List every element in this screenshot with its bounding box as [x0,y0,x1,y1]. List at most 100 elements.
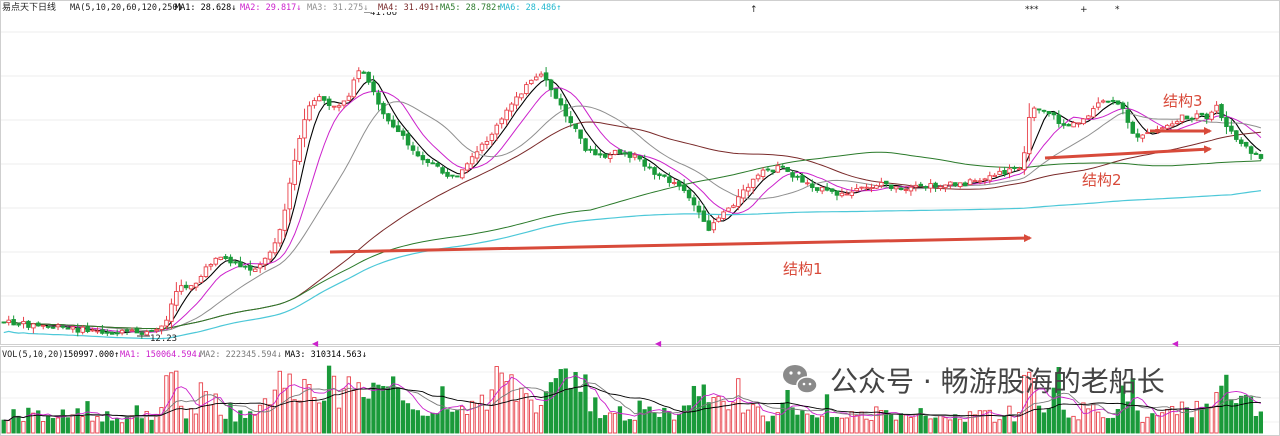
volume-bar [1026,371,1032,434]
candle-body [741,189,746,199]
candle-body [548,79,554,91]
volume-bar [775,412,780,434]
candle-body [100,329,105,334]
candle-body [923,186,928,188]
volume-bar [745,409,751,434]
volume-bar [1145,416,1150,434]
volume-bar [119,422,125,434]
candle-body [213,257,219,265]
volume-bar [731,402,736,434]
candle-body [874,185,879,189]
volume-bar [169,372,174,434]
candle-body [1145,132,1150,135]
volume-bar [681,405,687,434]
volume-bar [637,400,642,434]
candle-body [972,180,978,183]
volume-bar [849,411,854,434]
candle-body [50,326,56,329]
candle-body [386,113,391,122]
candle-body [410,145,416,151]
candle-body [913,184,919,188]
candle-body [839,192,845,197]
candle-body [1184,115,1190,120]
candle-body [622,152,628,155]
candle-body [238,261,243,268]
volume-bar [85,401,90,434]
ma-header: MA(5,10,20,60,120,250) [70,3,183,13]
candle-body [55,324,61,328]
volume-bar [721,400,726,434]
candle-body [183,284,189,289]
volume-bar [1189,417,1194,434]
candle-body [252,268,258,272]
candle-body [119,329,125,334]
candle-body [1140,134,1145,139]
candle-body [849,191,855,196]
volume-bar [366,398,371,434]
volume-bar [174,370,179,434]
volume-bar [834,416,840,434]
volume-bar [1007,405,1012,434]
candle-body [1100,100,1106,103]
candle-body [75,327,80,333]
volume-bar [376,384,381,434]
candle-body [790,172,795,178]
svg-text:◀: ◀ [1172,339,1179,348]
candle-body [277,229,283,244]
volume-bar [977,410,982,434]
candle-body [1051,112,1057,116]
volume-bar [795,414,800,434]
volume-bar [386,386,391,434]
candle-body [1115,100,1121,105]
volume-bar [967,411,973,434]
candle-body [1076,122,1081,125]
volume-bar [292,399,297,434]
volume-bar [676,413,682,434]
volume-bar [1160,412,1165,434]
candle-body [336,105,342,108]
volume-bar [647,406,652,434]
volume-bar [711,397,716,434]
candle-body [376,92,381,105]
svg-text:↑: ↑ [750,5,758,15]
volume-bar [864,418,869,434]
volume-bar [1219,385,1224,434]
volume-bar [400,400,406,434]
candle-body [1165,124,1170,129]
candle-body [1110,99,1116,102]
volume-bar [819,415,825,434]
candle-body [1002,170,1007,175]
svg-text:*: * [1115,5,1120,15]
candle-body [474,151,480,159]
candle-body [484,140,490,145]
volume-bar [943,417,948,434]
candle-body [578,129,583,139]
structure2-label: 结构2 [1082,171,1122,189]
volume-bar [346,376,351,434]
volume-title: VOL(5,10,20) [2,350,63,360]
volume-bar [134,405,139,434]
candle-body [322,96,327,101]
structure3-label: 结构3 [1163,92,1203,110]
volume-bar [622,420,628,434]
candle-body [1224,117,1229,128]
volume-bar [405,403,411,434]
candle-body [110,331,115,335]
volume-bar [336,407,342,434]
candle-body [208,264,214,267]
candle-body [780,165,785,168]
volume-bar [188,408,194,434]
volume-bar [105,411,110,434]
candle-body [864,186,869,189]
volume-bar [90,420,95,434]
candle-body [460,169,465,179]
high-label: 41.86 [370,8,397,18]
candle-body [1012,166,1017,170]
volume-bar [287,373,292,434]
candle-body [686,189,692,199]
volume-bar [430,412,435,434]
candle-body [558,98,564,106]
volume-bar [869,419,874,434]
volume-bar [1110,417,1116,434]
volume-bar [578,391,583,434]
